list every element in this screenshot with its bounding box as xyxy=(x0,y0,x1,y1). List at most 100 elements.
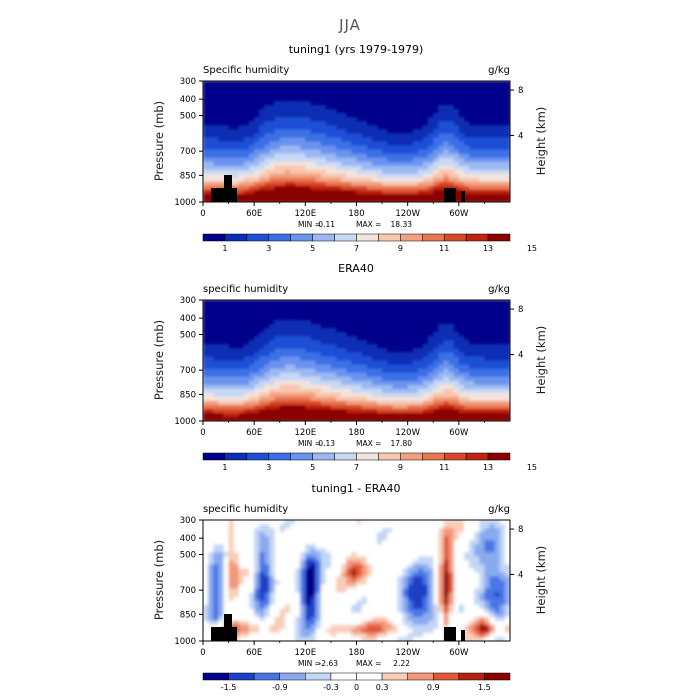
field-cell xyxy=(213,376,219,382)
field-cell xyxy=(438,328,445,333)
field-cell xyxy=(269,540,276,545)
field-cell xyxy=(469,125,475,130)
field-cell xyxy=(361,332,368,337)
field-cell xyxy=(428,141,434,147)
field-cell xyxy=(325,332,332,337)
field-cell xyxy=(249,352,255,358)
heatmap-field xyxy=(203,300,510,421)
field-cell xyxy=(315,141,322,147)
field-cell xyxy=(254,556,260,561)
field-cell xyxy=(203,324,209,329)
field-cell xyxy=(336,189,342,195)
field-cell xyxy=(238,392,245,398)
field-cell xyxy=(351,520,358,525)
field-cell xyxy=(463,344,470,349)
field-cell xyxy=(218,556,225,561)
field-cell xyxy=(453,544,460,549)
field-cell xyxy=(458,560,465,565)
field-cell xyxy=(351,380,358,386)
field-cell xyxy=(407,412,414,418)
field-cell xyxy=(479,340,486,345)
field-cell xyxy=(433,540,439,545)
field-cell xyxy=(300,588,306,594)
field-cell xyxy=(489,89,496,94)
field-cell xyxy=(356,101,363,106)
field-cell xyxy=(259,316,265,321)
field-cell xyxy=(366,596,373,602)
field-cell xyxy=(489,384,496,390)
field-cell xyxy=(289,380,296,386)
field-cell xyxy=(254,149,260,155)
field-cell xyxy=(453,105,460,110)
max-value: 17.80 xyxy=(391,439,413,448)
field-cell xyxy=(279,109,286,114)
field-cell xyxy=(249,544,255,549)
field-cell xyxy=(458,324,465,329)
field-cell xyxy=(223,85,230,90)
field-cell xyxy=(412,332,419,337)
field-cell xyxy=(264,101,271,106)
field-cell xyxy=(407,576,414,582)
field-cell xyxy=(407,169,414,175)
field-cell xyxy=(356,584,363,590)
field-cell xyxy=(484,153,491,159)
field-cell xyxy=(443,380,450,386)
field-cell xyxy=(284,320,291,325)
field-cell xyxy=(356,165,363,171)
field-cell xyxy=(300,328,306,333)
field-cell xyxy=(223,400,230,406)
field-cell xyxy=(484,360,491,366)
field-cell xyxy=(249,89,255,94)
field-cell xyxy=(254,528,260,533)
field-cell xyxy=(361,564,368,569)
field-cell xyxy=(489,536,496,541)
field-cell xyxy=(479,300,486,305)
field-cell xyxy=(213,392,219,398)
field-cell xyxy=(504,532,510,537)
field-cell xyxy=(289,552,296,557)
field-cell xyxy=(469,392,475,398)
field-cell xyxy=(479,596,486,602)
field-cell xyxy=(213,93,219,98)
field-cell xyxy=(463,412,470,418)
field-cell xyxy=(443,540,450,545)
field-cell xyxy=(407,125,414,130)
field-cell xyxy=(433,141,439,147)
field-cell xyxy=(213,97,219,102)
field-cell xyxy=(479,328,486,333)
field-cell xyxy=(397,340,404,345)
field-cell xyxy=(458,532,465,537)
field-cell xyxy=(438,572,445,578)
field-cell xyxy=(428,588,434,594)
field-cell xyxy=(238,332,245,337)
field-cell xyxy=(259,121,265,126)
field-cell xyxy=(351,548,358,553)
field-cell xyxy=(238,85,245,90)
field-cell xyxy=(479,592,486,598)
field-cell xyxy=(336,300,342,305)
field-cell xyxy=(203,300,209,305)
field-cell xyxy=(433,572,439,578)
min-label: MIN = xyxy=(298,439,321,448)
field-cell xyxy=(433,328,439,333)
field-cell xyxy=(443,161,450,167)
field-cell xyxy=(428,117,434,122)
field-cell xyxy=(310,536,317,541)
field-cell xyxy=(458,153,465,159)
field-cell xyxy=(417,157,424,163)
field-cell xyxy=(223,416,230,421)
field-cell xyxy=(479,536,486,541)
field-cell xyxy=(289,536,296,541)
field-cell xyxy=(463,308,470,313)
field-cell xyxy=(213,528,219,533)
field-cell xyxy=(315,89,322,94)
field-cell xyxy=(438,113,445,118)
field-cell xyxy=(325,161,332,167)
field-cell xyxy=(238,396,245,402)
field-cell xyxy=(402,576,409,582)
field-cell xyxy=(402,524,409,529)
field-cell xyxy=(249,117,255,122)
field-cell xyxy=(412,169,419,175)
field-cell xyxy=(254,304,260,309)
field-cell xyxy=(397,121,404,126)
